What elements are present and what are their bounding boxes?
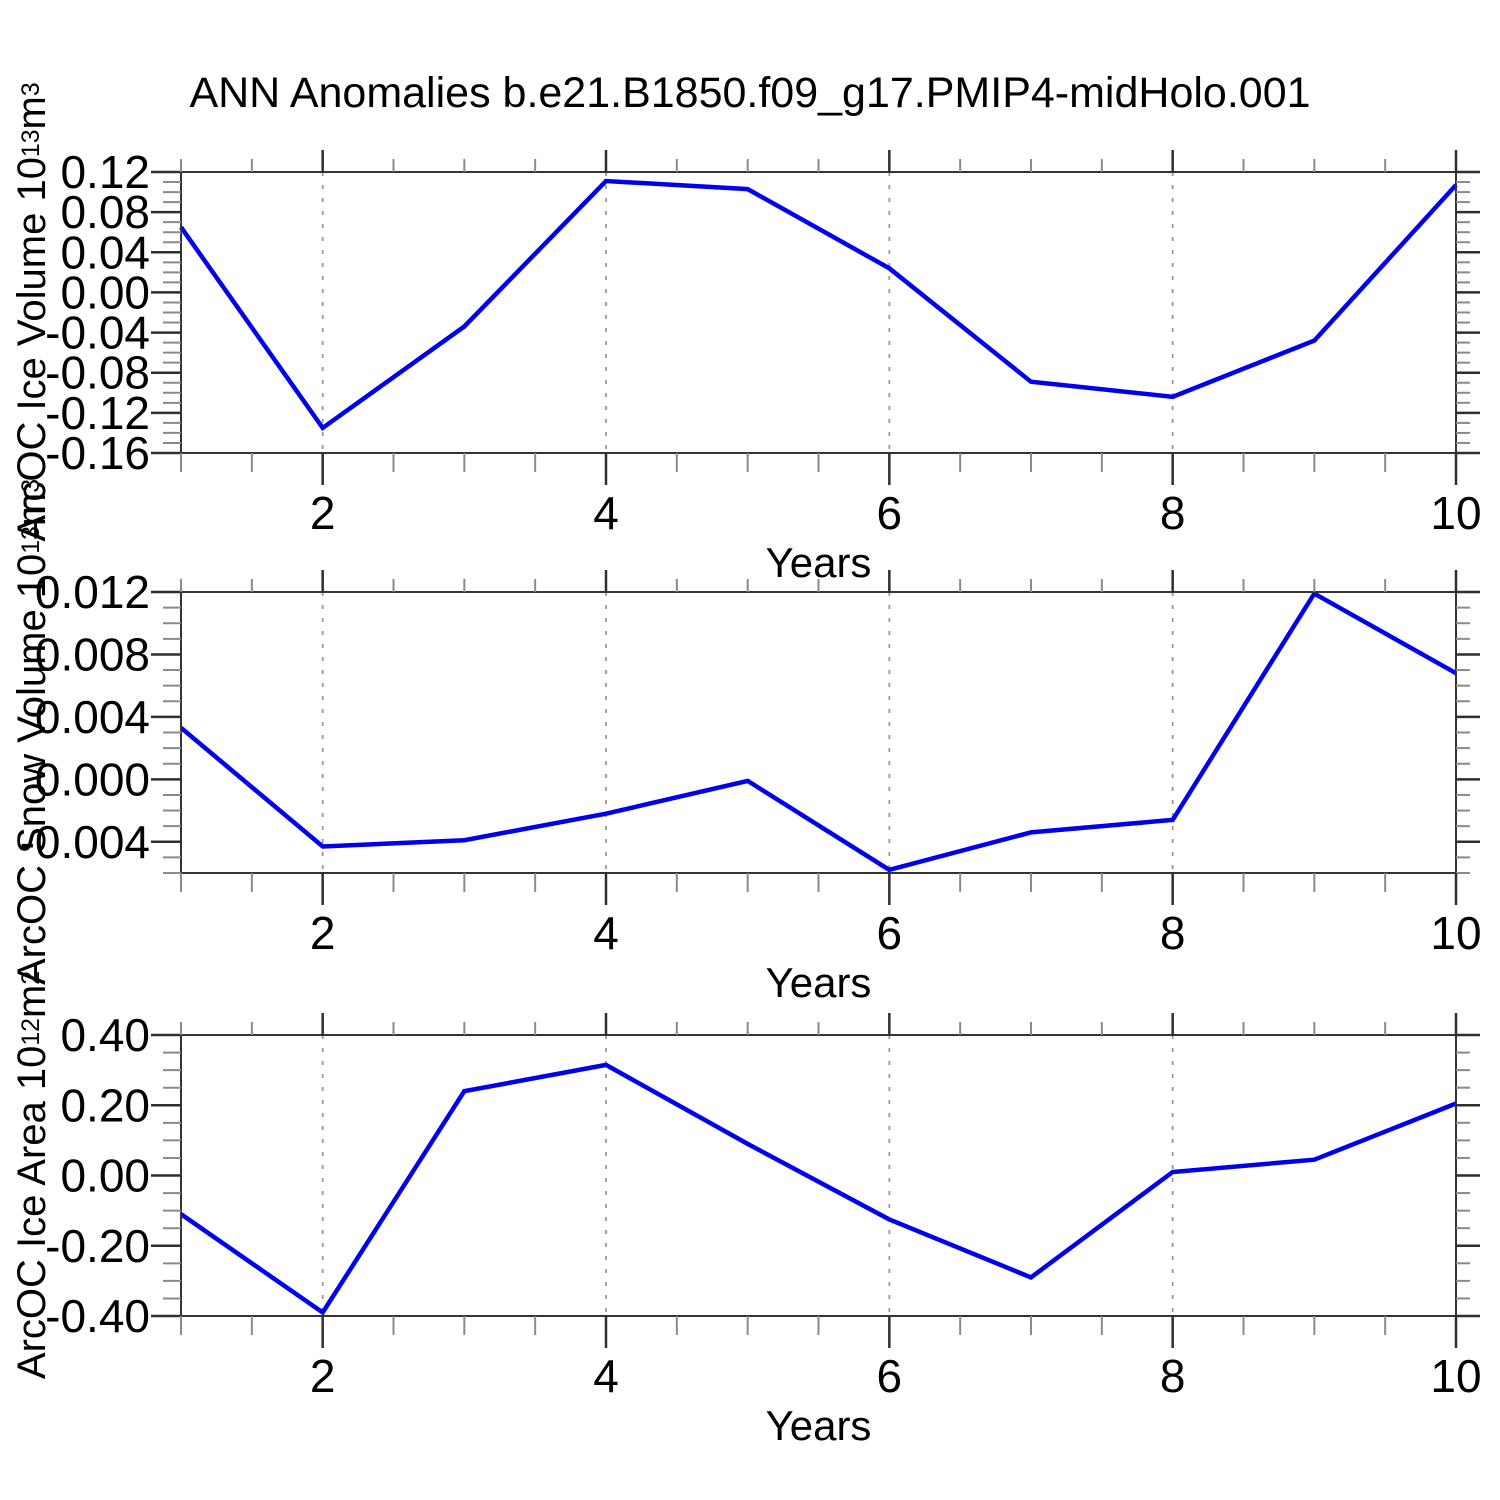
x-tick-label: 2 xyxy=(310,1350,336,1402)
x-tick-label: 4 xyxy=(593,1350,619,1402)
chart-title: ANN Anomalies b.e21.B1850.f09_g17.PMIP4-… xyxy=(189,69,1311,117)
y-tick-label: 0.00 xyxy=(60,1150,150,1202)
y-tick-label: -0.004 xyxy=(20,816,150,868)
panel-frame xyxy=(180,591,1457,874)
data-series-line xyxy=(179,178,1458,432)
x-tick-label: 8 xyxy=(1160,907,1186,959)
y-tick-label: 0.04 xyxy=(60,226,150,278)
y-tick-label: -0.20 xyxy=(45,1220,150,1272)
x-tick-label: 8 xyxy=(1160,1350,1186,1402)
data-series-line xyxy=(179,1062,1457,1316)
x-axis-label-years-1: Years xyxy=(765,539,872,586)
x-tick-label: 4 xyxy=(593,907,619,959)
y-tick-label: 0.08 xyxy=(60,186,150,238)
x-tick-label: 2 xyxy=(310,907,336,959)
y-tick-label: 0.20 xyxy=(60,1079,150,1131)
x-tick-label: 2 xyxy=(310,487,336,539)
x-tick-label: 8 xyxy=(1160,487,1186,539)
y-tick-label: 0.000 xyxy=(35,753,150,805)
y-tick-label: 0.004 xyxy=(35,691,150,743)
x-tick-label: 6 xyxy=(877,1350,903,1402)
x-axis-label-years-2: Years xyxy=(765,959,872,1006)
y-tick-label: -0.04 xyxy=(45,307,150,359)
y-tick-label: 0.012 xyxy=(35,566,150,618)
x-tick-label: 10 xyxy=(1430,487,1481,539)
x-tick-label: 6 xyxy=(877,907,903,959)
y-tick-label: 0.008 xyxy=(35,628,150,680)
x-tick-label: 6 xyxy=(877,487,903,539)
x-tick-label: 10 xyxy=(1430,1350,1481,1402)
y-tick-label: -0.12 xyxy=(45,387,150,439)
panel-frame xyxy=(180,1034,1457,1317)
y-tick-label: -0.08 xyxy=(45,347,150,399)
data-series-line xyxy=(179,590,1458,873)
x-tick-label: 4 xyxy=(593,487,619,539)
y-tick-label: -0.16 xyxy=(45,427,150,479)
x-axis-label-years-3: Years xyxy=(765,1402,872,1449)
panel-frame xyxy=(180,171,1457,454)
y-tick-label: -0.40 xyxy=(45,1290,150,1342)
x-tick-label: 10 xyxy=(1430,907,1481,959)
y-tick-label: 0.00 xyxy=(60,266,150,318)
y-tick-label: 0.12 xyxy=(60,146,150,198)
y-tick-label: 0.40 xyxy=(60,1009,150,1061)
